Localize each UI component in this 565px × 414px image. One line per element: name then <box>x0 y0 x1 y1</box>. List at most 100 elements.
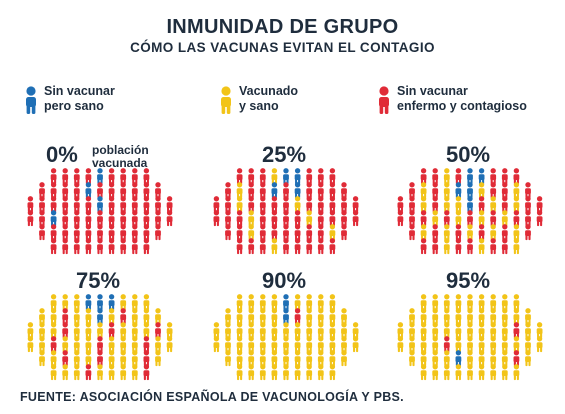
percent-label: 50% <box>446 142 491 167</box>
person-sick-icon <box>97 336 103 353</box>
person-vaccinated-icon <box>85 336 92 353</box>
person-sick-icon <box>467 210 473 227</box>
person-unvaccinated-healthy-icon <box>283 294 289 311</box>
person-vaccinated-icon <box>50 350 57 367</box>
crowd-90-percent <box>213 294 359 381</box>
person-vaccinated-icon <box>155 336 161 353</box>
person-sick-icon <box>467 238 473 255</box>
person-vaccinated-icon <box>306 364 313 381</box>
person-sick-icon <box>97 182 103 199</box>
person-vaccinated-icon <box>478 210 485 227</box>
person-vaccinated-icon <box>306 350 313 367</box>
person-sick-icon <box>85 168 92 185</box>
person-vaccinated-icon <box>525 308 531 325</box>
person-vaccinated-icon <box>283 322 289 339</box>
person-vaccinated-icon <box>432 364 439 381</box>
person-red-icon <box>379 86 389 114</box>
person-sick-icon <box>513 168 520 185</box>
person-vaccinated-icon <box>467 308 473 325</box>
person-sick-icon <box>236 210 243 227</box>
person-vaccinated-icon <box>443 364 450 381</box>
person-vaccinated-icon <box>155 350 161 367</box>
person-vaccinated-icon <box>409 308 415 325</box>
person-sick-icon <box>478 196 485 213</box>
person-vaccinated-icon <box>120 336 127 353</box>
infographic-subtitle: CÓMO LAS VACUNAS EVITAN EL CONTAGIO <box>130 40 435 55</box>
person-sick-icon <box>62 210 69 227</box>
person-vaccinated-icon <box>166 336 173 353</box>
person-vaccinated-icon <box>248 322 255 339</box>
person-sick-icon <box>490 238 497 255</box>
person-sick-icon <box>490 210 497 227</box>
person-vaccinated-icon <box>294 336 301 353</box>
person-sick-icon <box>501 224 508 241</box>
person-sick-icon <box>294 308 301 325</box>
person-vaccinated-icon <box>50 294 57 311</box>
person-sick-icon <box>120 210 127 227</box>
person-vaccinated-icon <box>490 350 497 367</box>
person-sick-icon <box>97 224 103 241</box>
legend-label-line1: Vacunado <box>239 84 299 98</box>
person-vaccinated-icon <box>329 350 336 367</box>
person-sick-icon <box>39 224 45 241</box>
person-vaccinated-icon <box>108 350 115 367</box>
person-vaccinated-icon <box>248 308 255 325</box>
person-vaccinated-icon <box>478 294 485 311</box>
person-vaccinated-icon <box>73 364 80 381</box>
person-vaccinated-icon <box>525 350 531 367</box>
person-vaccinated-icon <box>455 322 462 339</box>
person-vaccinated-icon <box>513 294 520 311</box>
person-sick-icon <box>62 322 69 339</box>
person-sick-icon <box>39 182 45 199</box>
person-sick-icon <box>85 224 92 241</box>
person-vaccinated-icon <box>271 322 278 339</box>
person-vaccinated-icon <box>283 336 289 353</box>
person-vaccinated-icon <box>420 224 427 241</box>
person-vaccinated-icon <box>50 364 57 381</box>
person-sick-icon <box>455 238 462 255</box>
person-sick-icon <box>513 350 520 367</box>
person-vaccinated-icon <box>85 322 92 339</box>
person-sick-icon <box>501 238 508 255</box>
person-sick-icon <box>108 210 115 227</box>
person-sick-icon <box>248 182 255 199</box>
person-sick-icon <box>62 308 69 325</box>
legend-label-line1: Sin vacunar <box>44 84 115 98</box>
person-vaccinated-icon <box>306 336 313 353</box>
person-sick-icon <box>120 224 127 241</box>
person-vaccinated-icon <box>317 350 324 367</box>
person-sick-icon <box>143 350 150 367</box>
person-sick-icon <box>236 224 243 241</box>
person-vaccinated-icon <box>283 350 289 367</box>
person-sick-icon <box>73 196 80 213</box>
person-vaccinated-icon <box>213 336 220 353</box>
person-vaccinated-icon <box>131 322 138 339</box>
person-sick-icon <box>283 238 289 255</box>
person-sick-icon <box>352 196 359 213</box>
person-unvaccinated-healthy-icon <box>97 308 103 325</box>
person-sick-icon <box>409 182 415 199</box>
person-vaccinated-icon <box>467 350 473 367</box>
person-vaccinated-icon <box>420 350 427 367</box>
person-vaccinated-icon <box>225 308 231 325</box>
person-sick-icon <box>432 224 439 241</box>
person-vaccinated-icon <box>306 308 313 325</box>
person-sick-icon <box>108 182 115 199</box>
person-sick-icon <box>306 168 313 185</box>
percent-label: 75% <box>76 268 121 293</box>
person-vaccinated-icon <box>329 294 336 311</box>
person-vaccinated-icon <box>467 224 473 241</box>
person-sick-icon <box>352 210 359 227</box>
person-sick-icon <box>443 336 450 353</box>
person-sick-icon <box>73 224 80 241</box>
person-vaccinated-icon <box>513 196 520 213</box>
person-sick-icon <box>143 168 150 185</box>
person-sick-icon <box>50 182 57 199</box>
person-sick-icon <box>490 168 497 185</box>
person-vaccinated-icon <box>443 350 450 367</box>
person-vaccinated-icon <box>50 322 57 339</box>
person-vaccinated-icon <box>271 308 278 325</box>
person-vaccinated-icon <box>432 336 439 353</box>
person-vaccinated-icon <box>236 182 243 199</box>
person-vaccinated-icon <box>501 308 508 325</box>
